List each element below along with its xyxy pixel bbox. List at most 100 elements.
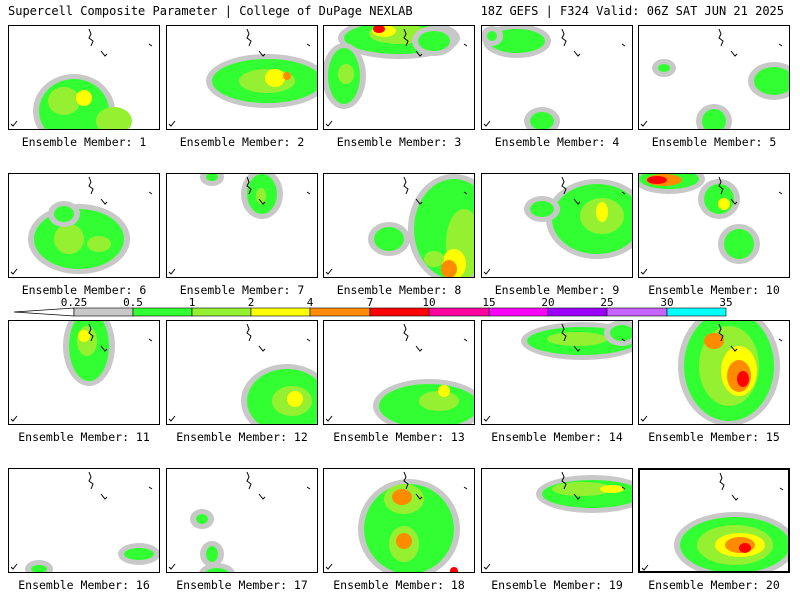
ensemble-member-label: Ensemble Member: 1	[21, 135, 147, 149]
ensemble-member-label: Ensemble Member: 15	[648, 430, 780, 444]
scp-contour-fill	[737, 371, 749, 387]
coastline	[621, 486, 626, 490]
ensemble-member-panel[interactable]	[638, 320, 790, 425]
scp-contour-fill	[647, 176, 667, 184]
scp-contour-fill	[256, 188, 266, 204]
scp-contour-fill	[338, 64, 354, 84]
ensemble-member-label: Ensemble Member: 2	[179, 135, 305, 149]
member-map	[325, 174, 474, 277]
ensemble-member-label: Ensemble Member: 4	[494, 135, 620, 149]
colorbar-tick-label: 30	[660, 298, 673, 309]
coastline	[10, 563, 18, 570]
colorbar-swatch	[309, 307, 371, 317]
colorbar-tick-label: 0.5	[123, 298, 143, 309]
colorbar-swatch	[191, 307, 252, 317]
ensemble-member-label: Ensemble Member: 9	[494, 283, 620, 297]
ensemble-member-panel[interactable]	[638, 468, 790, 573]
member-map	[168, 28, 317, 127]
coastline	[483, 268, 491, 275]
member-map	[483, 176, 632, 275]
run-valid-time: 18Z GEFS | F324 Valid: 06Z SAT JUN 21 20…	[480, 4, 784, 18]
ensemble-member-label: Ensemble Member: 20	[648, 578, 780, 592]
scp-contour-fill	[596, 202, 608, 222]
coastline	[325, 268, 333, 275]
coastline	[641, 564, 649, 571]
scp-contour-fill	[76, 90, 92, 106]
coastline	[148, 191, 153, 195]
colorbar-swatch	[488, 307, 549, 317]
ensemble-member-panel[interactable]	[323, 468, 475, 573]
colorbar-swatch	[547, 307, 608, 317]
scp-contour-fill	[54, 224, 84, 254]
ensemble-member-label: Ensemble Member: 3	[336, 135, 462, 149]
coastline	[306, 43, 311, 47]
ensemble-member-label: Ensemble Member: 17	[176, 578, 308, 592]
ensemble-member-panel[interactable]	[481, 468, 633, 573]
colorbar-swatch	[428, 307, 490, 317]
ensemble-member-panel[interactable]	[638, 25, 790, 130]
coastline	[403, 471, 409, 490]
scp-contour-fill	[739, 543, 751, 553]
ensemble-member-panel[interactable]	[323, 173, 475, 278]
coastline	[778, 191, 783, 195]
scp-contour-fill	[438, 385, 450, 397]
member-map	[168, 323, 317, 424]
coastline	[621, 338, 626, 342]
colorbar: 0.25 0.5 1 2 4 7 10 15 20 25 30 35	[0, 296, 800, 320]
scp-contour-fill	[78, 330, 90, 342]
colorbar-tick-label: 20	[541, 298, 554, 309]
scp-contour-fill	[754, 67, 789, 95]
coastline	[403, 176, 409, 195]
member-map	[324, 26, 468, 127]
ensemble-member-panel[interactable]	[166, 320, 318, 425]
coastline	[463, 486, 468, 490]
ensemble-member-panel[interactable]	[166, 173, 318, 278]
colorbar-swatch	[369, 307, 430, 317]
ensemble-member-panel[interactable]	[638, 173, 790, 278]
ensemble-member-panel[interactable]	[481, 173, 633, 278]
coastline	[100, 198, 108, 205]
coastline	[415, 345, 423, 352]
ensemble-member-panel[interactable]	[323, 320, 475, 425]
colorbar-tick-label: 4	[307, 298, 314, 309]
scp-contour-fill	[87, 236, 111, 252]
colorbar-low-arrow	[13, 307, 75, 317]
coastline	[306, 338, 311, 342]
ensemble-member-panel[interactable]	[8, 173, 160, 278]
coastline	[148, 43, 153, 47]
ensemble-member-label: Ensemble Member: 18	[333, 578, 465, 592]
ensemble-member-panel[interactable]	[8, 468, 160, 573]
scp-contour-fill	[530, 201, 554, 217]
ensemble-member-panel[interactable]	[166, 468, 318, 573]
member-map	[10, 471, 159, 572]
coastline	[718, 176, 724, 195]
scp-contour-fill	[265, 69, 285, 87]
ensemble-member-label: Ensemble Member: 8	[336, 283, 462, 297]
coastline	[88, 176, 94, 195]
coastline	[258, 50, 266, 57]
coastline	[415, 50, 423, 57]
scp-contour-fill	[489, 29, 545, 53]
coastline	[483, 563, 491, 570]
ensemble-member-panel[interactable]	[8, 25, 160, 130]
ensemble-member-label: Ensemble Member: 5	[651, 135, 777, 149]
ensemble-member-panel[interactable]	[481, 320, 633, 425]
ensemble-member-panel[interactable]	[166, 25, 318, 130]
ensemble-member-label: Ensemble Member: 6	[21, 283, 147, 297]
ensemble-member-label: Ensemble Member: 7	[179, 283, 305, 297]
coastline	[168, 415, 176, 422]
scp-contour-fill	[419, 391, 459, 411]
ensemble-member-panel[interactable]	[481, 25, 633, 130]
coastline	[306, 191, 311, 195]
coastline	[258, 345, 266, 352]
member-map	[10, 321, 153, 422]
colorbar-swatch	[250, 307, 311, 317]
coastline	[561, 471, 567, 490]
scp-contour-fill	[48, 87, 80, 115]
scp-contour-fill	[424, 251, 444, 267]
scp-contour-fill	[206, 174, 218, 181]
coastline	[640, 268, 648, 275]
ensemble-member-panel[interactable]	[8, 320, 160, 425]
colorbar-swatch	[606, 307, 668, 317]
ensemble-member-panel[interactable]	[323, 25, 475, 130]
